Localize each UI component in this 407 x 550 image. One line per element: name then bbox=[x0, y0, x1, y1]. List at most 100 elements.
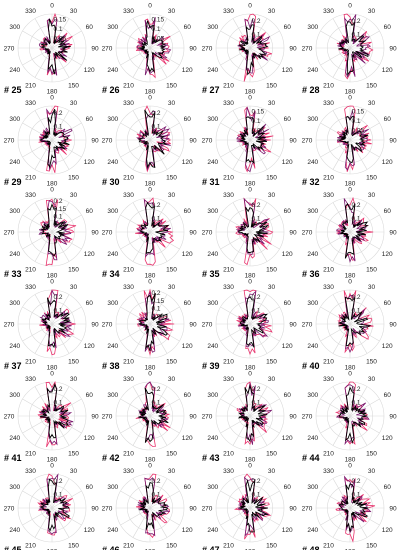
grid-spoke bbox=[332, 202, 351, 233]
panel-label: # 34 bbox=[102, 269, 120, 279]
series-line bbox=[139, 482, 169, 530]
theta-tick-label: 30 bbox=[368, 192, 376, 199]
radial-tick-label: 0.05 bbox=[352, 128, 365, 135]
theta-tick-label: 180 bbox=[145, 364, 156, 371]
theta-tick-label: 240 bbox=[9, 435, 20, 442]
theta-tick-label: 30 bbox=[70, 284, 78, 291]
theta-tick-label: 150 bbox=[68, 359, 79, 366]
grid-spoke bbox=[34, 110, 53, 141]
grid-spoke bbox=[220, 398, 251, 417]
theta-tick-label: 150 bbox=[266, 543, 277, 550]
theta-tick-label: 300 bbox=[207, 484, 218, 491]
theta-tick-label: 300 bbox=[307, 208, 318, 215]
theta-tick-label: 120 bbox=[382, 527, 393, 534]
theta-tick-label: 120 bbox=[382, 67, 393, 74]
theta-tick-label: 0 bbox=[248, 2, 252, 9]
theta-tick-label: 60 bbox=[384, 392, 392, 399]
theta-tick-label: 240 bbox=[307, 435, 318, 442]
panel-label: # 47 bbox=[202, 545, 220, 550]
grid-spoke bbox=[249, 323, 268, 354]
radial-tick-label: 0.2 bbox=[152, 202, 161, 209]
radial-tick-label: 0.1 bbox=[352, 118, 361, 125]
theta-tick-label: 60 bbox=[384, 116, 392, 123]
grid-spoke bbox=[349, 30, 380, 49]
theta-tick-label: 60 bbox=[86, 300, 94, 307]
theta-tick-label: 240 bbox=[307, 159, 318, 166]
series-line bbox=[40, 18, 71, 75]
theta-tick-label: 330 bbox=[25, 100, 36, 107]
theta-tick-label: 90 bbox=[189, 413, 197, 420]
theta-tick-label: 210 bbox=[123, 451, 134, 458]
radial-tick-label: 0.1 bbox=[54, 491, 63, 498]
theta-tick-label: 90 bbox=[189, 505, 197, 512]
grid-spoke bbox=[232, 478, 251, 509]
theta-tick-label: 300 bbox=[9, 116, 20, 123]
theta-tick-label: 300 bbox=[307, 300, 318, 307]
series-line bbox=[136, 111, 171, 171]
grid-spoke bbox=[34, 478, 53, 509]
grid-spoke bbox=[149, 30, 180, 49]
theta-tick-label: 180 bbox=[47, 548, 58, 550]
theta-tick-label: 120 bbox=[382, 251, 393, 258]
theta-tick-label: 270 bbox=[102, 229, 113, 236]
theta-tick-label: 120 bbox=[282, 435, 293, 442]
theta-tick-label: 210 bbox=[223, 175, 234, 182]
series-line bbox=[338, 21, 369, 77]
theta-tick-label: 330 bbox=[323, 376, 334, 383]
radial-tick-label: 0.1 bbox=[152, 123, 161, 130]
polar-panel: 0 30 60 90 120 150 180 210 240 270 300 330 0.1 0.2 # 4… bbox=[102, 370, 197, 463]
theta-tick-label: 330 bbox=[323, 468, 334, 475]
polar-panel: 0 30 60 90 120 150 180 210 240 270 300 330 0.1 0.2 # 3… bbox=[202, 278, 297, 371]
theta-tick-label: 0 bbox=[348, 94, 352, 101]
radial-tick-label: 0.2 bbox=[352, 294, 361, 301]
theta-tick-label: 240 bbox=[207, 343, 218, 350]
radial-tick-label: 0.2 bbox=[54, 386, 63, 393]
theta-tick-label: 120 bbox=[282, 251, 293, 258]
theta-tick-label: 120 bbox=[84, 435, 95, 442]
theta-tick-label: 0 bbox=[348, 278, 352, 285]
theta-tick-label: 90 bbox=[389, 229, 397, 236]
theta-tick-label: 330 bbox=[223, 284, 234, 291]
theta-tick-label: 300 bbox=[107, 24, 118, 31]
theta-tick-label: 90 bbox=[389, 137, 397, 144]
grid-spoke bbox=[332, 18, 351, 49]
series-line bbox=[236, 106, 270, 173]
grid-spoke bbox=[149, 398, 180, 417]
theta-tick-label: 300 bbox=[207, 116, 218, 123]
panel-label: # 44 bbox=[302, 453, 320, 463]
panel-label: # 31 bbox=[202, 177, 220, 187]
theta-tick-label: 150 bbox=[266, 83, 277, 90]
panel-label: # 35 bbox=[202, 269, 220, 279]
panel-label: # 37 bbox=[4, 361, 22, 371]
polar-panel: 03060901201501802102402703003300.050.10.… bbox=[4, 186, 99, 279]
radial-tick-label: 0.05 bbox=[54, 36, 67, 43]
series-line bbox=[338, 296, 372, 347]
theta-tick-label: 0 bbox=[148, 2, 152, 9]
theta-tick-label: 90 bbox=[389, 413, 397, 420]
theta-tick-label: 30 bbox=[70, 8, 78, 15]
theta-tick-label: 330 bbox=[123, 192, 134, 199]
theta-tick-label: 150 bbox=[266, 267, 277, 274]
theta-tick-label: 300 bbox=[107, 392, 118, 399]
theta-tick-label: 210 bbox=[123, 83, 134, 90]
theta-tick-label: 330 bbox=[223, 100, 234, 107]
series-line bbox=[137, 109, 168, 169]
theta-tick-label: 270 bbox=[4, 137, 15, 144]
panel-label: # 41 bbox=[4, 453, 22, 463]
polar-panel: 03060901201501802102402703003300.050.10.… bbox=[102, 2, 197, 95]
grid-spoke bbox=[349, 490, 380, 509]
radial-tick-label: 0.1 bbox=[252, 491, 261, 498]
grid-spoke bbox=[149, 323, 180, 342]
theta-tick-label: 90 bbox=[289, 229, 297, 236]
theta-tick-label: 330 bbox=[323, 8, 334, 15]
theta-tick-label: 210 bbox=[123, 543, 134, 550]
polar-panel: 0 30 60 90 120 150 180 210 240 270 300 330 0.1 0.2 # 4… bbox=[202, 370, 297, 463]
radial-tick-label: 0.1 bbox=[252, 118, 261, 125]
grid-spoke bbox=[132, 386, 151, 417]
theta-tick-label: 300 bbox=[307, 24, 318, 31]
grid-spoke bbox=[149, 386, 168, 417]
theta-tick-label: 30 bbox=[168, 8, 176, 15]
theta-tick-label: 300 bbox=[9, 208, 20, 215]
theta-tick-label: 240 bbox=[107, 67, 118, 74]
theta-tick-label: 60 bbox=[184, 208, 192, 215]
